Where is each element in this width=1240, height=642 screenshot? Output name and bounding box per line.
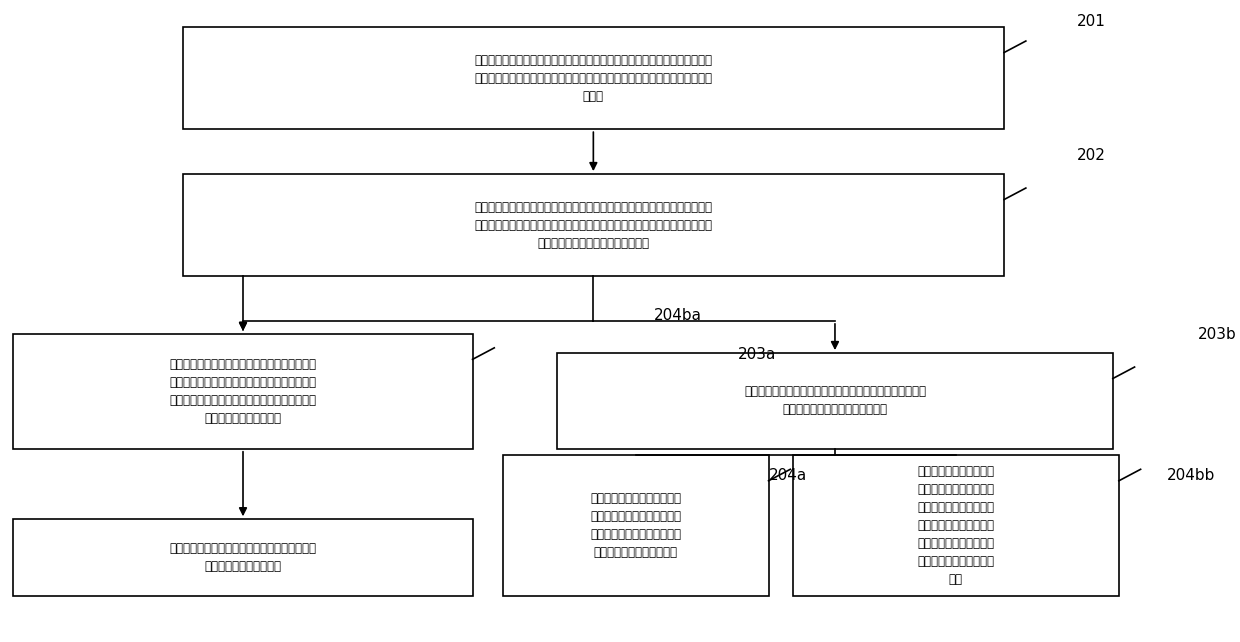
Text: 当接收到远程面签录屏调取指令时，根据所述远程面签录屏调取指令包含的待
调取录屏的标识信息，查找所述待调取录屏对应的业务信息和审批人终端的联
系信息: 当接收到远程面签录屏调取指令时，根据所述远程面签录屏调取指令包含的待 调取录屏的… [475,53,712,103]
Text: 若解析结果中存在审批未通过
原因，则展示所述审批未通过
原因，或者将所述审批未通过
原因发送给录屏申请人终端: 若解析结果中存在审批未通过 原因，则展示所述审批未通过 原因，或者将所述审批未通… [590,492,681,559]
Text: 当接收到所述审批人终端反馈的审批通过响应信
息时，根据所述待调取录屏的标识信息生成远程
面签录屏恢复请求，并将所述远程面签录屏恢复
请求发送给录屏恢复系统: 当接收到所述审批人终端反馈的审批通过响应信 息时，根据所述待调取录屏的标识信息生… [170,358,316,425]
FancyBboxPatch shape [557,353,1112,449]
Text: 204ba: 204ba [653,308,702,323]
Text: 根据所述待调取录屏的标识信息和所述待调取录屏对应的业务信息生成远程面
签录屏调取审批请求，并根据所述审批人终端的联系信息将所述远程面签录屏
调取审批请求发送给所: 根据所述待调取录屏的标识信息和所述待调取录屏对应的业务信息生成远程面 签录屏调取… [475,200,712,250]
FancyBboxPatch shape [792,455,1118,596]
Text: 204a: 204a [769,468,807,483]
Text: 203a: 203a [738,347,776,361]
FancyBboxPatch shape [182,27,1004,129]
Text: 201: 201 [1076,14,1105,29]
Text: 若解析结果中不存在审批
未通过原因，则生成审批
未通过原因填写请求并根
据所述审批人终端的联系
信息将审批未通过原因填
写请求发送给所述审批人
终端: 若解析结果中不存在审批 未通过原因，则生成审批 未通过原因填写请求并根 据所述审… [918,465,994,586]
Text: 203b: 203b [1198,327,1236,342]
Text: 202: 202 [1076,148,1105,164]
Text: 当接收到所述审批人终端反馈的审批未通过响应信息时，对
所述审批未通过响应信息进行解析: 当接收到所述审批人终端反馈的审批未通过响应信息时，对 所述审批未通过响应信息进行… [744,385,926,417]
FancyBboxPatch shape [14,519,472,596]
Text: 204bb: 204bb [1167,468,1215,483]
FancyBboxPatch shape [14,334,472,449]
FancyBboxPatch shape [502,455,769,596]
FancyBboxPatch shape [182,174,1004,276]
Text: 接收所述录屏恢复系统反馈的所述待调取录屏对
应的下载链接信息并展示: 接收所述录屏恢复系统反馈的所述待调取录屏对 应的下载链接信息并展示 [170,542,316,573]
